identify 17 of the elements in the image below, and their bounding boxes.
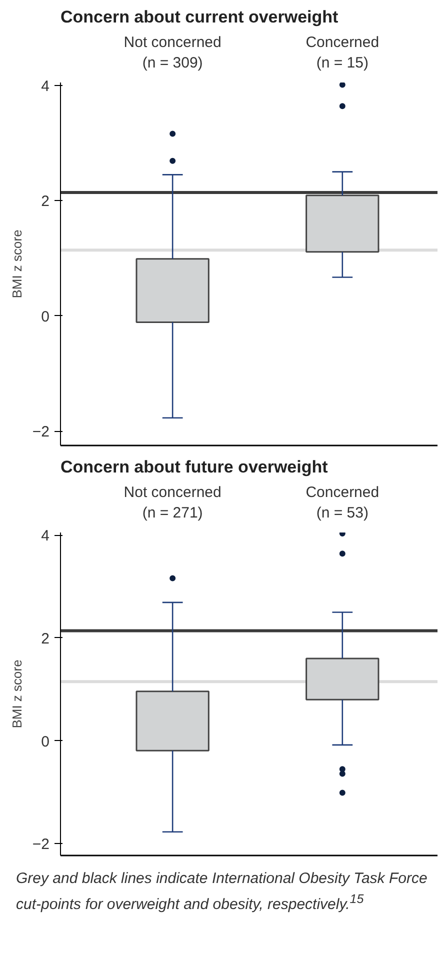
y-tick-label: 0 (41, 308, 50, 326)
x-tick-label: Concerned (n = 53) (306, 484, 380, 522)
y-tick-label: 2 (41, 193, 50, 210)
x-tick-label: Not concerned (n = 271) (124, 484, 222, 522)
y-tick-label: 0 (41, 733, 50, 750)
y-tick-label: 4 (41, 528, 50, 545)
y-tick-label: 2 (41, 630, 50, 648)
y-tick-label: −2 (32, 836, 50, 854)
y-tick-label: −2 (32, 424, 50, 441)
chart-title: Concern about future overweight (60, 458, 328, 476)
y-tick-label: 4 (41, 78, 50, 95)
chart-title: Concern about current overweight (60, 8, 339, 26)
y-axis-title: BMI z score (9, 230, 24, 298)
text: Grey and black lines indicate International Obesity Task Force cut-points for overweight and obesity, respectively.$^{15}$ (16, 869, 428, 915)
y-axis-title: BMI z score (9, 660, 24, 728)
x-tick-label: Concerned (n = 15) (306, 34, 380, 72)
x-tick-label: Not concerned (n = 309) (124, 34, 222, 72)
